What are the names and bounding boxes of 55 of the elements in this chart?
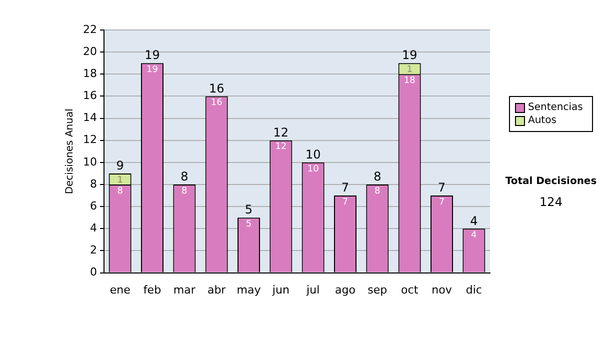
x-tick-label: sep: [368, 283, 388, 296]
x-tick-label: may: [236, 283, 262, 296]
y-tick-label: 14: [82, 111, 97, 124]
data-label: 7: [438, 197, 445, 208]
data-label: 1: [406, 64, 412, 75]
text: 124: [538, 195, 564, 209]
y-tick-label: 2: [90, 244, 97, 257]
y-tick-label: 12: [82, 133, 97, 146]
data-label: 8: [117, 186, 124, 196]
x-tick-label: feb: [143, 283, 162, 296]
data-label: 4: [471, 230, 478, 240]
y-tick-label: 6: [90, 199, 97, 212]
y-tick-label: 10: [82, 155, 97, 168]
y-axis-title: Decisiones Anual: [64, 108, 76, 194]
y-tick-label: 0: [90, 266, 97, 279]
data-label: 18: [404, 76, 416, 86]
data-label: 5: [246, 219, 252, 230]
text: Total Decisiones: [505, 176, 597, 187]
legend-label: Autos: [528, 114, 556, 127]
total-label: 19: [402, 48, 418, 62]
y-tick-label: 8: [90, 177, 97, 190]
total-label: 9: [116, 158, 124, 173]
x-tick-label: abr: [207, 283, 226, 296]
total-label: 10: [305, 148, 321, 162]
y-tick-label: 16: [82, 89, 97, 102]
total-label: 5: [244, 202, 253, 217]
y-tick-label: 4: [90, 222, 97, 235]
legend-label: Sentencias: [528, 101, 583, 114]
total-label: 4: [470, 214, 478, 228]
x-tick-label: dic: [466, 283, 482, 296]
data-label: 1: [117, 175, 123, 186]
x-tick-label: mar: [173, 283, 196, 296]
total-label: 8: [374, 170, 382, 184]
total-label: 8: [180, 170, 188, 184]
total-label: 16: [208, 81, 224, 96]
data-label: 7: [342, 197, 348, 208]
data-label: 16: [210, 98, 223, 108]
data-label: 10: [307, 164, 320, 174]
x-tick-label: oct: [401, 283, 419, 296]
x-tick-label: ago: [335, 283, 356, 296]
total-label: 19: [144, 48, 160, 62]
x-tick-label: jun: [271, 283, 290, 296]
total-label: 7: [341, 180, 350, 195]
data-label: 8: [374, 186, 381, 196]
total-label: 7: [438, 180, 446, 195]
data-label: 19: [146, 64, 158, 75]
x-tick-label: ene: [110, 283, 131, 296]
y-tick-label: 18: [82, 67, 97, 80]
x-tick-label: jul: [306, 283, 320, 296]
data-label: 8: [182, 186, 188, 196]
x-tick-label: nov: [432, 283, 452, 296]
y-tick-label: 20: [82, 44, 97, 58]
data-label: 12: [275, 142, 287, 152]
y-tick-label: 22: [82, 22, 97, 36]
total-label: 12: [273, 125, 289, 140]
